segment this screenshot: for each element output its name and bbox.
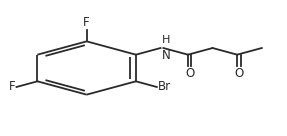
Text: F: F — [83, 16, 90, 29]
Text: F: F — [8, 81, 15, 93]
Text: O: O — [234, 67, 243, 80]
Text: Br: Br — [158, 81, 171, 93]
Text: H: H — [162, 35, 170, 45]
Text: O: O — [185, 67, 194, 80]
Text: N: N — [162, 49, 171, 62]
